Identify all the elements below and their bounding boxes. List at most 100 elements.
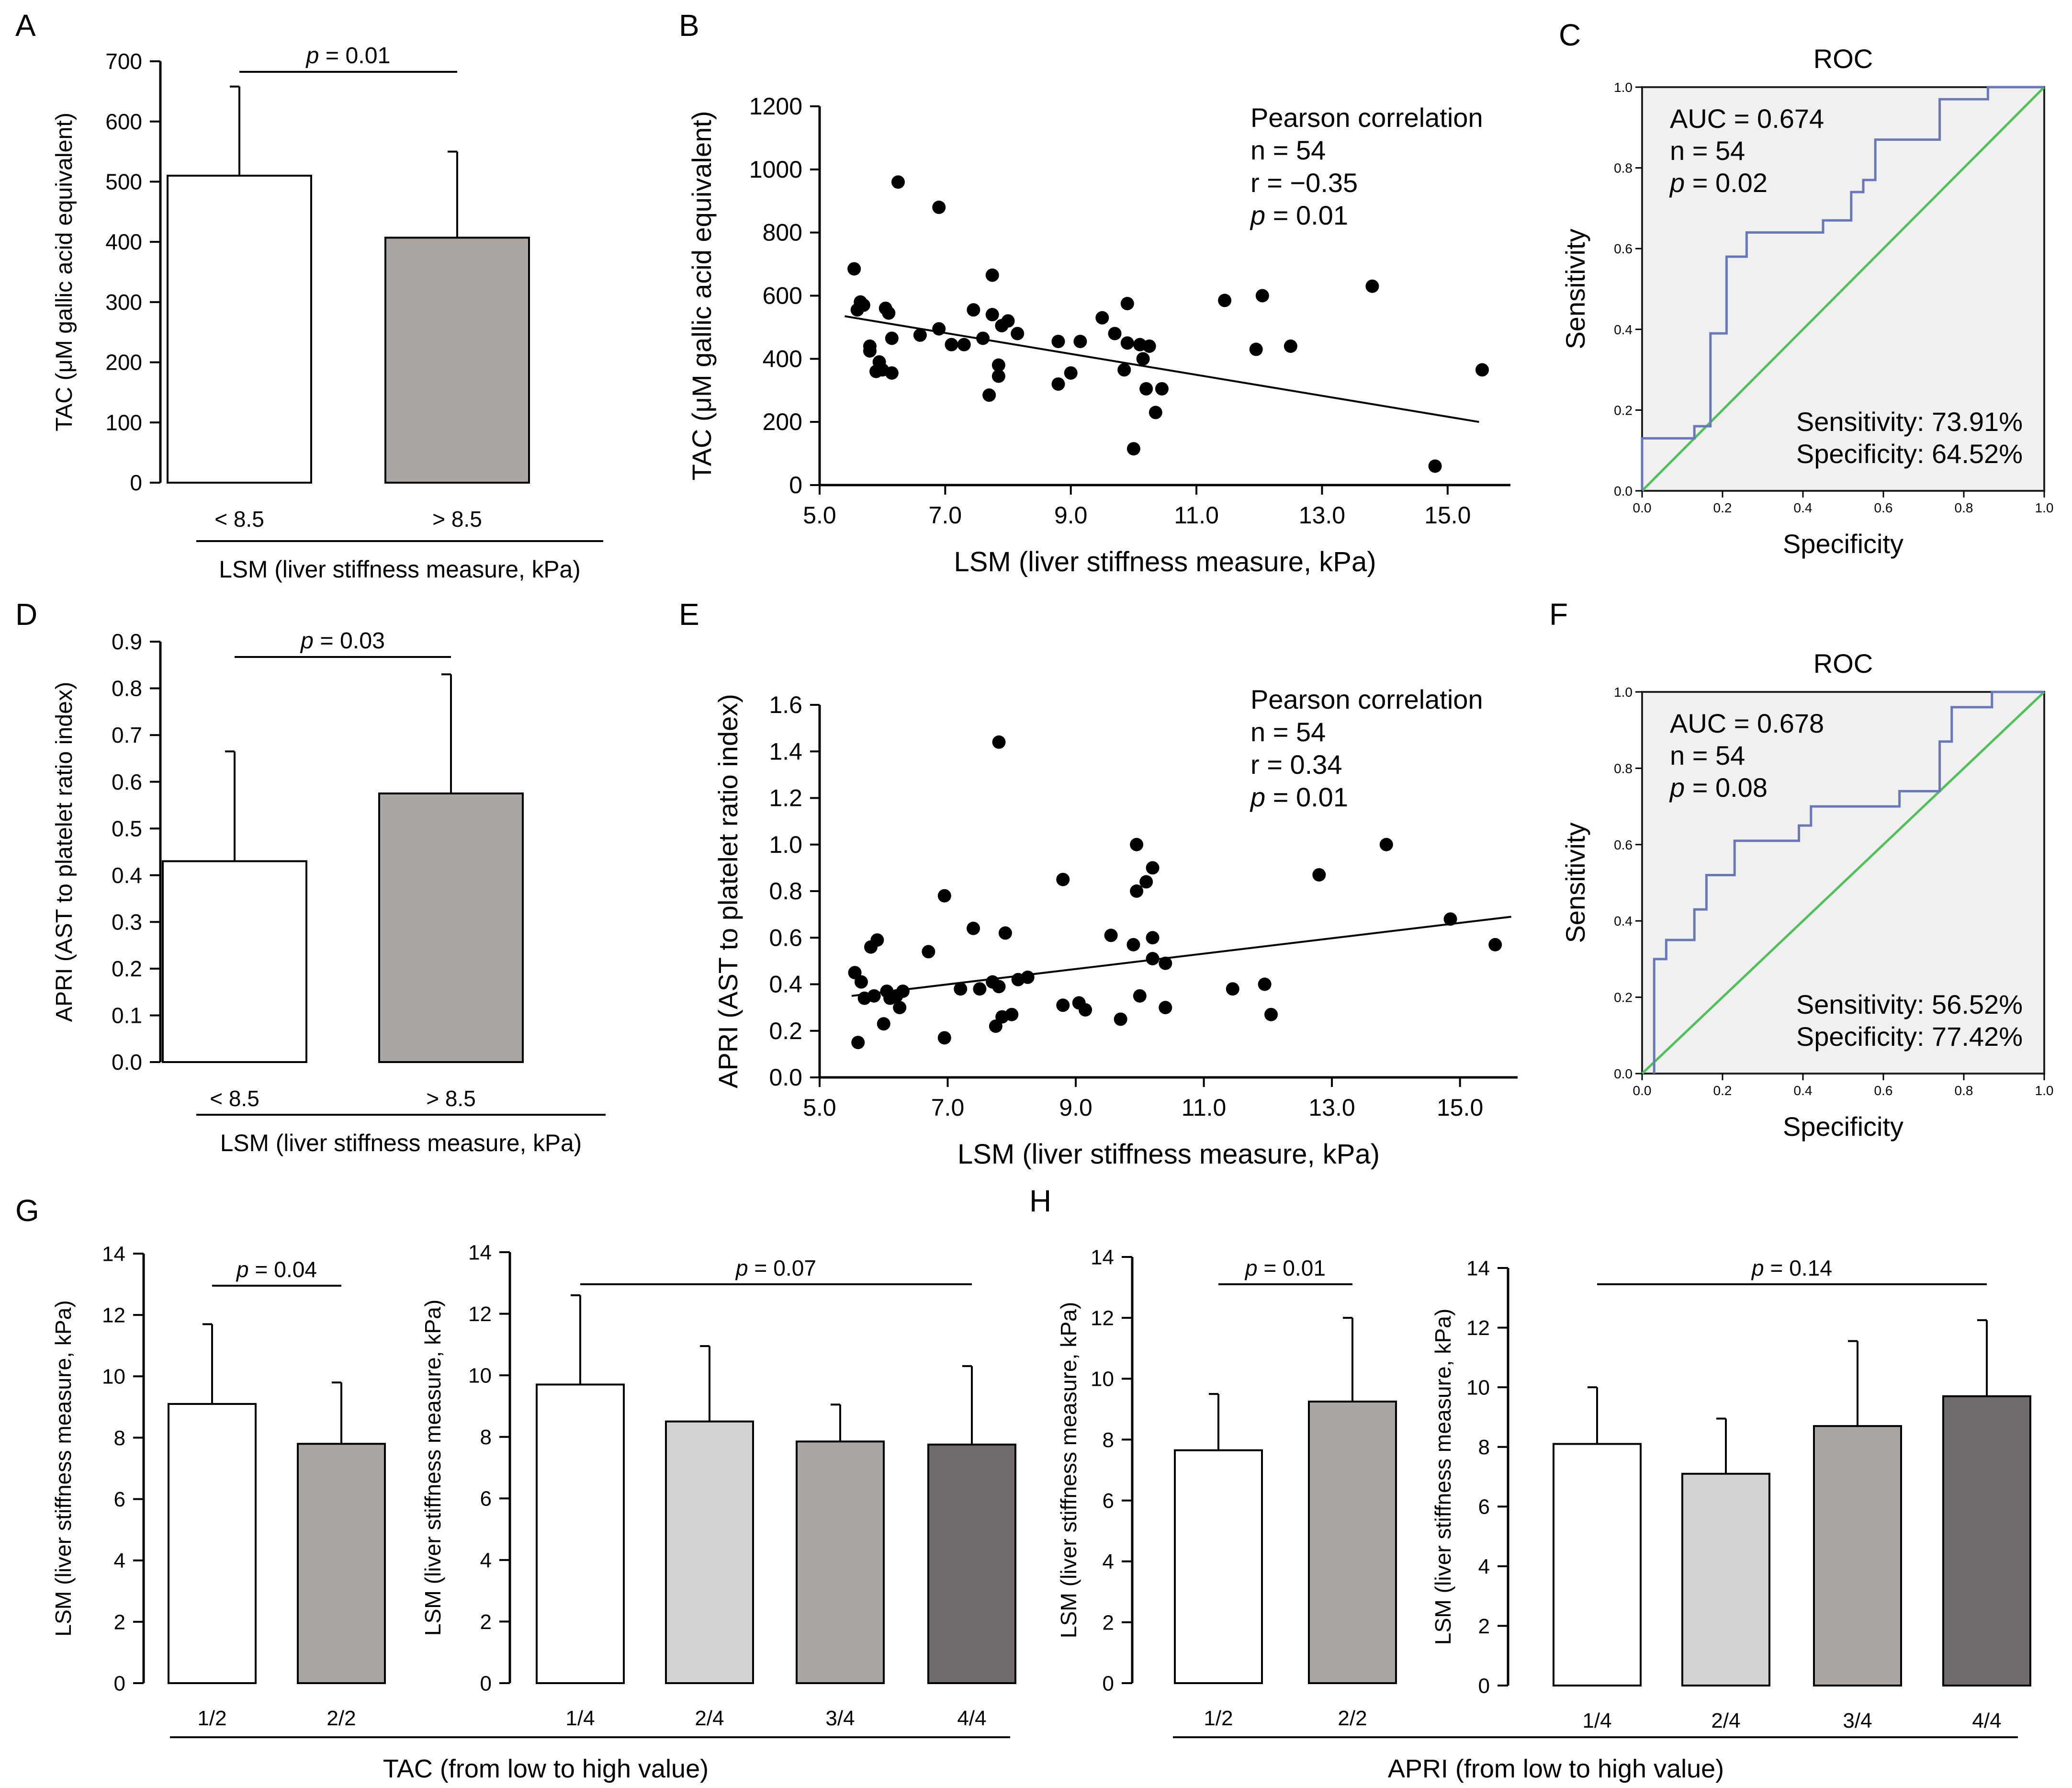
data-point-B — [1255, 289, 1269, 303]
panel-label-D: D — [15, 597, 37, 632]
y-tick-label-E: 1.2 — [769, 785, 802, 812]
x-tick-label-C: 1.0 — [2035, 500, 2054, 515]
y-tick-label-H2: 0 — [1478, 1674, 1490, 1697]
y-tick-label-H1: 4 — [1103, 1550, 1114, 1573]
bar-H2 — [1553, 1443, 1642, 1686]
data-point-E — [992, 735, 1006, 749]
data-point-E — [1379, 837, 1393, 851]
y-tick-label-B: 1200 — [749, 93, 802, 120]
y-tick-label-E: 0.8 — [769, 878, 802, 905]
data-point-E — [1114, 1012, 1127, 1026]
y-tick-label-D: 0.6 — [112, 770, 142, 794]
p-value: = 0.01 — [319, 43, 390, 68]
x-tick-label-F: 0.4 — [1794, 1083, 1813, 1098]
bar-G2 — [927, 1443, 1016, 1684]
data-point-B — [1051, 335, 1065, 349]
data-point-B — [1120, 296, 1134, 310]
sensitivity-label-F: Sensitivity: 56.52% — [1796, 989, 2023, 1019]
x-tick-label-E: 13.0 — [1308, 1094, 1355, 1121]
x-tick-label-C: 0.6 — [1874, 500, 1893, 515]
regression-line-E — [851, 916, 1511, 997]
y-tick-label-H2: 2 — [1478, 1615, 1490, 1638]
x-axis-label-D: LSM (liver stiffness measure, kPa) — [220, 1130, 582, 1156]
y-tick-label-B: 200 — [763, 408, 802, 435]
p-value: = 0.14 — [1764, 1256, 1833, 1280]
annotation-p-B: p = 0.01 — [1250, 200, 1348, 230]
data-point-B — [1365, 279, 1379, 293]
p-symbol: p — [236, 1257, 249, 1282]
annotation-title-B: Pearson correlation — [1250, 102, 1483, 133]
data-point-B — [856, 298, 870, 312]
y-tick-label-G2: 4 — [480, 1549, 492, 1572]
y-tick-label-H1: 14 — [1091, 1245, 1114, 1269]
y-tick-label-B: 800 — [763, 219, 802, 246]
x-tick-label-C: 0.8 — [1955, 500, 1973, 515]
data-point-E — [1126, 938, 1140, 951]
panel-label-G: G — [15, 1193, 39, 1228]
p-symbol: p — [305, 43, 319, 68]
y-tick-label-H1: 12 — [1091, 1307, 1114, 1330]
x-tick-label-G2: 2/4 — [695, 1707, 724, 1730]
y-tick-label-E: 1.0 — [769, 831, 802, 858]
data-point-B — [991, 358, 1005, 372]
specificity-label-F: Specificity: 77.42% — [1796, 1021, 2023, 1052]
bar-G1 — [297, 1443, 386, 1685]
sig-label-H2: p = 0.14 — [1751, 1256, 1832, 1280]
y-axis-label-B: TAC (μM gallic acid equivalent) — [687, 111, 717, 481]
x-tick-label-E: 7.0 — [931, 1094, 965, 1121]
bar-H2 — [1813, 1425, 1902, 1686]
y-tick-label-H1: 2 — [1103, 1611, 1114, 1634]
chart-title-C: ROC — [1813, 44, 1873, 74]
data-point-B — [1136, 352, 1150, 366]
x-axis-label-A: LSM (liver stiffness measure, kPa) — [219, 556, 580, 583]
data-point-B — [1011, 327, 1025, 340]
x-tick-label-H2: 3/4 — [1843, 1709, 1872, 1732]
y-tick-label-H2: 12 — [1466, 1316, 1490, 1340]
data-point-B — [1155, 382, 1169, 396]
data-point-E — [1130, 884, 1144, 898]
bar-G2 — [536, 1383, 625, 1684]
y-tick-label-F: 0.6 — [1614, 837, 1633, 852]
x-axis-label-F: Specificity — [1783, 1111, 1903, 1142]
y-tick-label-H2: 8 — [1478, 1436, 1490, 1459]
y-axis-label-G2: LSM (liver stiffness measure, kPa) — [420, 1300, 445, 1636]
data-point-B — [1149, 406, 1162, 419]
x-tick-label-B: 9.0 — [1054, 502, 1088, 529]
data-point-B — [1051, 377, 1065, 391]
y-tick-label-G2: 14 — [468, 1241, 492, 1264]
p-symbol: p — [1669, 772, 1685, 803]
panel-label-C: C — [1559, 18, 1581, 52]
y-axis-label-H1: LSM (liver stiffness measure, kPa) — [1056, 1302, 1081, 1638]
panel-label-B: B — [679, 8, 699, 43]
bar-H2 — [1942, 1395, 2031, 1687]
data-point-E — [922, 945, 935, 959]
x-tick-label-G1: 2/2 — [327, 1707, 356, 1730]
data-point-B — [1284, 339, 1297, 353]
x-tick-label-B: 15.0 — [1424, 502, 1471, 529]
y-tick-label-E: 0.6 — [769, 924, 802, 951]
data-point-E — [1488, 938, 1502, 951]
data-point-B — [1126, 442, 1140, 456]
y-tick-label-G2: 10 — [468, 1364, 492, 1388]
x-tick-label-G2: 1/4 — [565, 1707, 595, 1730]
y-tick-label-G1: 10 — [102, 1365, 125, 1389]
p-value: = 0.03 — [314, 628, 385, 654]
y-tick-label-A: 600 — [105, 109, 142, 134]
data-point-E — [854, 975, 868, 989]
y-tick-label-D: 0.7 — [112, 723, 142, 747]
n-label-C: n = 54 — [1670, 136, 1745, 166]
y-tick-label-H1: 8 — [1103, 1428, 1114, 1452]
data-point-E — [1005, 1007, 1019, 1021]
data-point-B — [1142, 339, 1156, 353]
p-value: = 0.01 — [1265, 782, 1348, 812]
x-tick-label-F: 0.2 — [1713, 1083, 1732, 1098]
y-axis-label-F: Sensitivity — [1560, 822, 1590, 943]
x-axis-label-C: Specificity — [1783, 529, 1903, 559]
p-value: = 0.04 — [249, 1257, 317, 1282]
data-point-E — [1133, 989, 1147, 1003]
data-point-E — [1056, 872, 1070, 886]
sig-label-H1: p = 0.01 — [1244, 1256, 1326, 1280]
data-point-E — [851, 1036, 865, 1050]
data-point-B — [985, 268, 999, 282]
data-point-B — [847, 262, 861, 276]
